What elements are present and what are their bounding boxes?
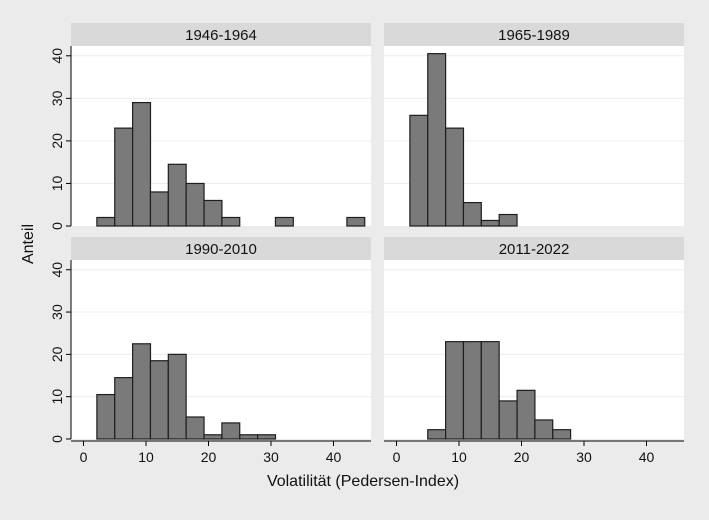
y-tick-label: 20 bbox=[49, 133, 65, 149]
panel-1990-2010: 1990-2010 bbox=[71, 237, 371, 440]
panel-2011-2022: 2011-2022 bbox=[384, 237, 684, 440]
histogram-bar bbox=[185, 416, 205, 440]
histogram-bar bbox=[462, 341, 482, 440]
x-tick-label: 20 bbox=[514, 449, 530, 465]
y-axis-label: Anteil bbox=[20, 224, 37, 264]
x-tick-label: 10 bbox=[451, 449, 467, 465]
histogram-bar bbox=[346, 216, 366, 227]
histogram-bar bbox=[185, 182, 205, 227]
histogram-bar bbox=[445, 341, 465, 440]
histogram-bar bbox=[409, 114, 429, 227]
panel-strip bbox=[71, 237, 371, 260]
histogram-bar bbox=[203, 434, 223, 440]
histogram-bar bbox=[480, 341, 500, 440]
panel-1946-1964: 1946-1964 bbox=[71, 23, 371, 227]
histogram-bar bbox=[149, 191, 169, 227]
histogram-bar bbox=[274, 216, 294, 227]
panel-1965-1989: 1965-1989 bbox=[384, 23, 684, 227]
histogram-bar bbox=[132, 343, 152, 440]
panel-title: 2011-2022 bbox=[499, 241, 570, 258]
axes-layer: 0 10 20 30 40 0 10 20 30 40 0 10 20 30 40 0 10 20 30 40 bbox=[49, 46, 684, 465]
histogram-bar bbox=[462, 201, 482, 227]
y-tick-label: 30 bbox=[49, 304, 65, 320]
histogram-bar bbox=[167, 353, 187, 440]
histogram-bar bbox=[167, 163, 187, 227]
y-tick-label: 40 bbox=[49, 48, 65, 64]
histogram-bar bbox=[552, 429, 572, 440]
histogram-bar bbox=[239, 434, 259, 440]
histogram-bar bbox=[534, 419, 554, 440]
histogram-bar bbox=[498, 400, 518, 440]
x-tick-label: 0 bbox=[80, 449, 88, 465]
y-tick-label: 0 bbox=[49, 222, 65, 230]
panel-title: 1946-1964 bbox=[185, 27, 257, 44]
panel-strip bbox=[71, 23, 371, 46]
x-axis-label: Volatilität (Pedersen-Index) bbox=[267, 473, 459, 490]
histogram-bar bbox=[516, 389, 536, 440]
histogram-bar bbox=[480, 219, 500, 227]
histogram-bar bbox=[96, 393, 116, 440]
histogram-bar bbox=[96, 216, 116, 227]
x-tick-label: 30 bbox=[576, 449, 592, 465]
histogram-bar bbox=[257, 434, 277, 440]
y-tick-label: 10 bbox=[49, 175, 65, 191]
histogram-bar bbox=[203, 199, 223, 227]
x-tick-label: 0 bbox=[393, 449, 401, 465]
histogram-bar bbox=[114, 377, 134, 440]
y-tick-label: 0 bbox=[49, 435, 65, 443]
panel-strip bbox=[384, 23, 684, 46]
histogram-bar bbox=[445, 127, 465, 227]
x-tick-label: 40 bbox=[326, 449, 342, 465]
histogram-bar bbox=[498, 213, 518, 227]
panel-title: 1990-2010 bbox=[185, 241, 257, 258]
x-tick-label: 30 bbox=[263, 449, 279, 465]
histogram-bar bbox=[427, 53, 447, 227]
histogram-bar bbox=[427, 429, 447, 440]
histogram-bar bbox=[114, 127, 134, 227]
x-tick-label: 20 bbox=[201, 449, 217, 465]
panels-layer: 1946-1964 1965-1989 1990-2010 2011-2022 bbox=[71, 23, 684, 440]
y-tick-label: 30 bbox=[49, 90, 65, 106]
histogram-bar bbox=[149, 360, 169, 440]
histogram-bar bbox=[132, 101, 152, 227]
histogram-bar bbox=[221, 216, 241, 227]
x-tick-label: 10 bbox=[138, 449, 154, 465]
y-tick-label: 40 bbox=[49, 262, 65, 278]
y-tick-label: 20 bbox=[49, 346, 65, 362]
histogram-bar bbox=[221, 422, 241, 440]
x-tick-label: 40 bbox=[639, 449, 655, 465]
y-tick-label: 10 bbox=[49, 389, 65, 405]
panel-strip bbox=[384, 237, 684, 260]
panel-title: 1965-1989 bbox=[498, 27, 570, 44]
